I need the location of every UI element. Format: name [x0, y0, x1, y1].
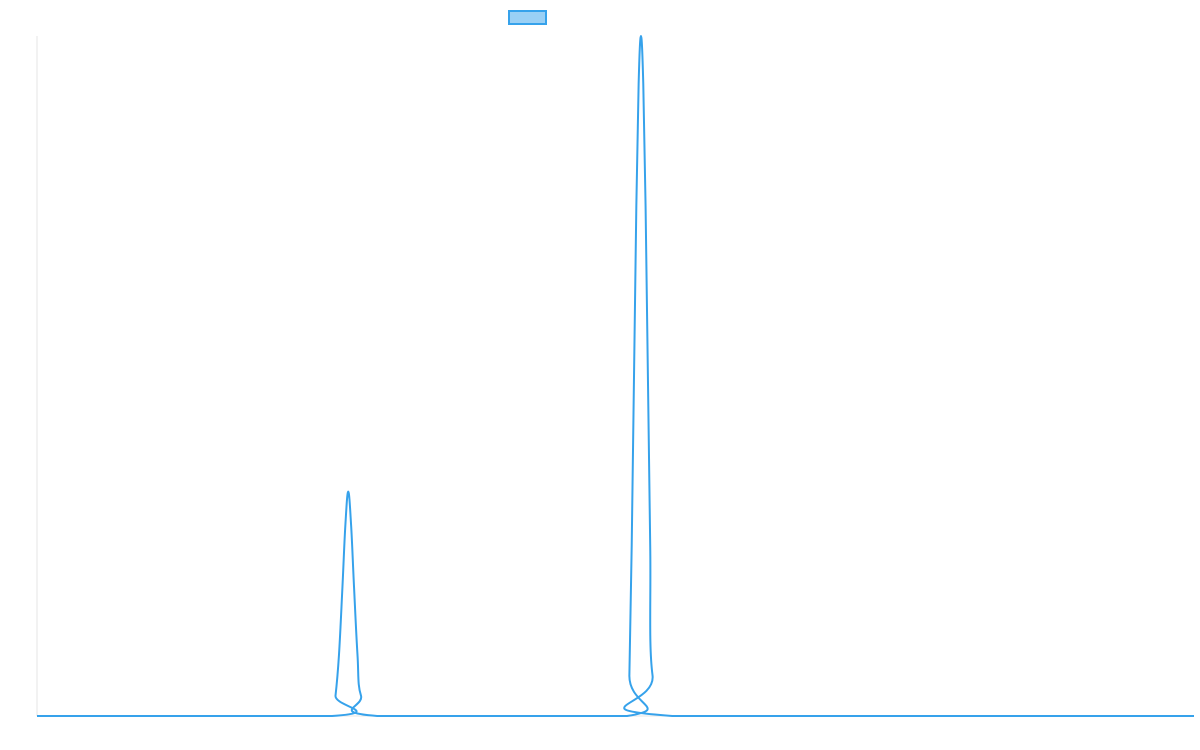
series-layer — [37, 35, 1194, 718]
series-line-0 — [37, 35, 1194, 718]
legend-swatch[interactable] — [508, 10, 547, 25]
